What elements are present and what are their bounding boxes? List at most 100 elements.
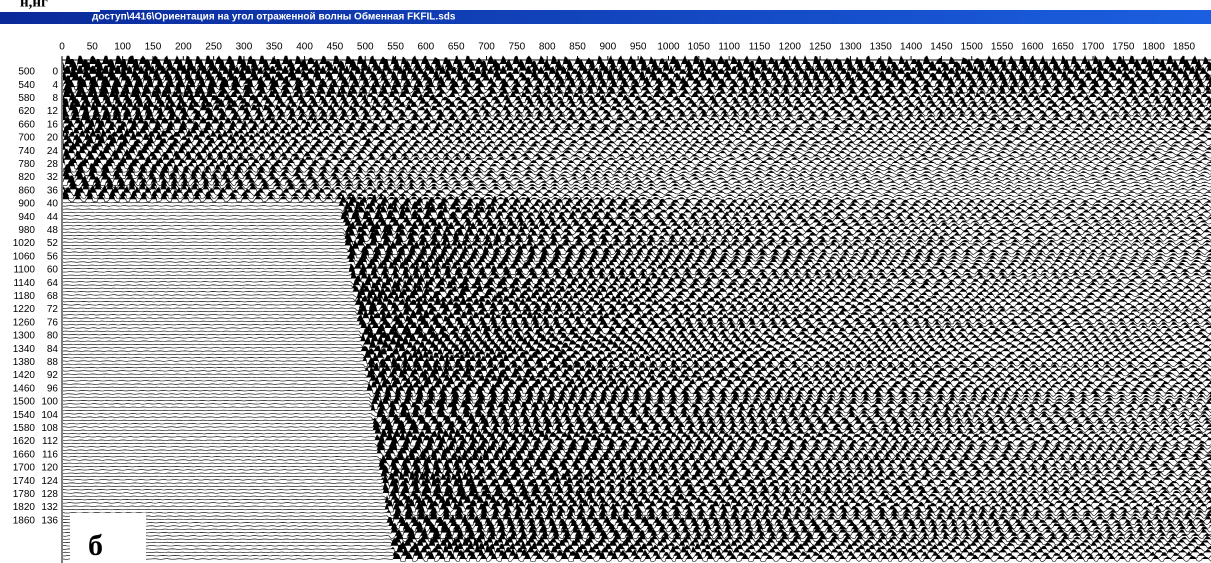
time-label: 1620: [13, 436, 36, 447]
x-tick-label: 100: [114, 42, 131, 53]
x-tick-label: 750: [509, 42, 526, 53]
trace-label: 120: [41, 463, 58, 474]
wiggle-line: [63, 370, 1211, 381]
x-tick-label: 600: [418, 42, 435, 53]
trace-label: 68: [47, 291, 59, 302]
trace-label: 100: [41, 397, 58, 408]
time-label: 1140: [13, 278, 35, 289]
time-label: 820: [18, 172, 35, 183]
wiggle-line: [63, 56, 1211, 67]
x-tick-label: 1350: [870, 42, 893, 53]
trace-label: 60: [47, 265, 59, 276]
wiggle-fill: [63, 162, 1211, 170]
time-label: 500: [18, 67, 35, 78]
trace-label: 76: [47, 317, 59, 328]
x-tick-label: 50: [87, 42, 99, 53]
x-tick-label: 1250: [809, 42, 832, 53]
trace-label: 44: [47, 212, 59, 223]
time-label: 1300: [13, 331, 36, 342]
trace-label: 24: [47, 146, 59, 157]
time-label: 1060: [13, 251, 36, 262]
time-label: 1700: [13, 463, 36, 474]
time-label: 980: [18, 225, 35, 236]
x-tick-label: 1200: [779, 42, 802, 53]
x-tick-label: 500: [357, 42, 374, 53]
trace-label: 80: [47, 331, 59, 342]
x-tick-label: 1000: [657, 42, 680, 53]
trace-label: 20: [47, 133, 59, 144]
trace-label: 48: [47, 225, 59, 236]
trace-label: 32: [47, 172, 59, 183]
x-tick-label: 850: [569, 42, 586, 53]
x-tick-label: 550: [387, 42, 404, 53]
trace-label: 112: [42, 436, 58, 447]
wiggle-line: [63, 261, 1211, 272]
trace-label: 72: [47, 304, 59, 315]
time-label: 1020: [13, 238, 36, 249]
time-label: 1540: [13, 410, 36, 421]
corner-text: н,нг: [20, 0, 48, 10]
panel-label: б: [88, 529, 103, 562]
x-tick-label: 1150: [749, 42, 771, 53]
time-label: 1780: [13, 489, 36, 500]
x-tick-label: 900: [599, 42, 616, 53]
x-tick-label: 1500: [961, 42, 984, 53]
x-tick-label: 0: [59, 42, 65, 53]
trace-label: 128: [41, 489, 58, 500]
trace-label: 56: [47, 251, 59, 262]
trace-label: 0: [52, 67, 58, 78]
trace-label: 116: [42, 449, 58, 460]
time-label: 1820: [13, 502, 36, 513]
time-label: 940: [18, 212, 35, 223]
time-label: 1100: [13, 265, 35, 276]
x-tick-label: 1850: [1173, 42, 1196, 53]
trace-label: 12: [47, 106, 59, 117]
panel-label-box: [70, 513, 146, 563]
trace-label: 84: [47, 344, 59, 355]
page: доступ\4416\Ориентация на угол отраженно…: [0, 0, 1211, 563]
time-label: 1580: [13, 423, 36, 434]
time-label: 1260: [13, 317, 36, 328]
seismic-traces: [63, 56, 1211, 562]
screenshot: доступ\4416\Ориентация на угол отраженно…: [0, 0, 1211, 563]
trace-label: 64: [47, 278, 59, 289]
time-label: 700: [18, 133, 35, 144]
time-label: 1180: [13, 291, 35, 302]
x-tick-label: 300: [236, 42, 253, 53]
time-label: 1860: [13, 515, 36, 526]
window-title: доступ\4416\Ориентация на угол отраженно…: [92, 11, 456, 23]
time-label: 1500: [13, 397, 36, 408]
wiggle-line: [63, 406, 1211, 416]
x-tick-label: 1700: [1082, 42, 1105, 53]
x-tick-label: 1550: [991, 42, 1014, 53]
time-label: 620: [18, 106, 35, 117]
corner-mask: [0, 0, 100, 12]
x-tick-label: 1750: [1112, 42, 1135, 53]
trace-label: 124: [41, 476, 58, 487]
time-label: 1420: [13, 370, 36, 381]
time-label: 860: [18, 185, 35, 196]
time-label: 1220: [13, 304, 36, 315]
wiggle-line: [63, 452, 1211, 462]
x-tick-label: 1450: [930, 42, 953, 53]
time-label: 1460: [13, 383, 36, 394]
trace-label: 36: [47, 185, 59, 196]
time-label: 1740: [13, 476, 36, 487]
trace-label: 40: [47, 199, 59, 210]
wiggle-line: [63, 412, 1211, 423]
x-tick-label: 350: [266, 42, 283, 53]
x-tick-label: 1100: [718, 42, 740, 53]
x-tick-label: 150: [145, 42, 162, 53]
trace-label: 132: [41, 502, 58, 513]
wiggle-line: [63, 180, 1211, 189]
time-label: 900: [18, 199, 35, 210]
x-tick-label: 800: [539, 42, 556, 53]
trace-label: 136: [41, 515, 58, 526]
time-label: 660: [18, 119, 35, 130]
x-tick-label: 1300: [839, 42, 862, 53]
trace-label: 4: [52, 80, 58, 91]
x-tick-label: 1400: [900, 42, 923, 53]
trace-label: 52: [47, 238, 59, 249]
x-tick-label: 950: [630, 42, 647, 53]
trace-label: 28: [47, 159, 59, 170]
